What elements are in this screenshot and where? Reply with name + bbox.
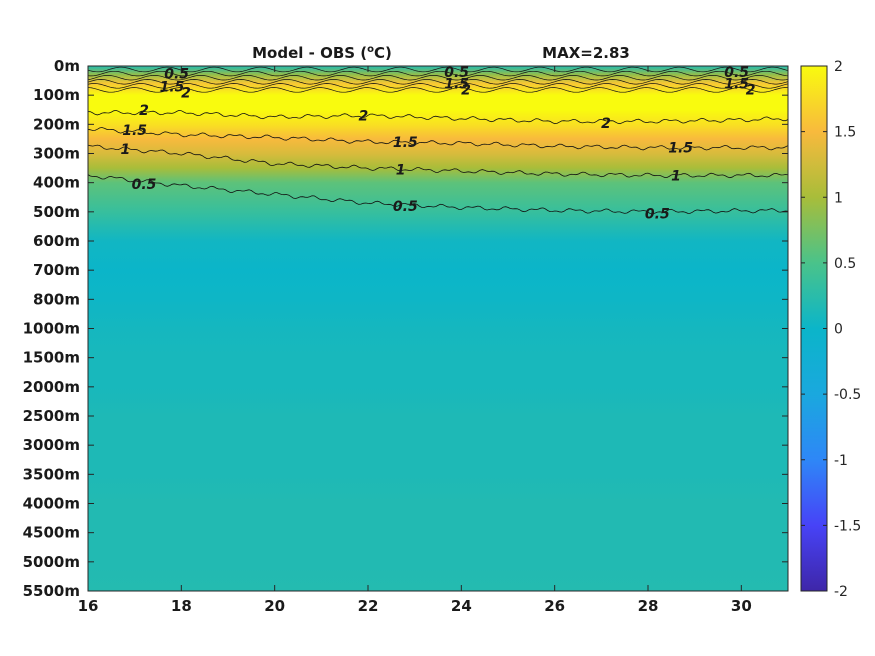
title-main: Model - OBS ( bbox=[252, 44, 367, 62]
contour-line-surface bbox=[88, 66, 788, 73]
contour-label: 1 bbox=[671, 168, 681, 184]
contour-label: 1 bbox=[396, 163, 406, 179]
x-tick-label: 28 bbox=[638, 597, 659, 615]
x-axis: 16 18 20 22 24 26 28 30 bbox=[78, 66, 752, 615]
contour-line-surface bbox=[88, 87, 788, 93]
y-tick-label: 1500m bbox=[23, 349, 80, 367]
y-tick-label: 100m bbox=[33, 86, 80, 104]
contour-line bbox=[88, 144, 788, 179]
contour-label: 1 bbox=[120, 142, 130, 158]
contour-line-surface bbox=[88, 70, 788, 77]
contour-label: 1.5 bbox=[724, 77, 749, 93]
y-axis: 0m 100m 200m 300m 400m 500m 600m 700m 800m 1000m 1… bbox=[23, 57, 788, 600]
y-tick-label: 2000m bbox=[23, 378, 80, 396]
y-tick-label: 5500m bbox=[23, 582, 80, 600]
contour-label: 2 bbox=[601, 116, 611, 132]
colorbar-tick-label: 0 bbox=[834, 322, 843, 338]
contour-label: 0.5 bbox=[724, 65, 749, 81]
x-tick-label: 18 bbox=[171, 597, 192, 615]
y-tick-label: 700m bbox=[33, 261, 80, 279]
y-tick-label: 4500m bbox=[23, 524, 80, 542]
x-tick-label: 30 bbox=[731, 597, 752, 615]
contour-label: 0.5 bbox=[393, 199, 418, 215]
contour-label: 1.5 bbox=[122, 123, 147, 139]
y-tick-label: 2500m bbox=[23, 407, 80, 425]
y-tick-label: 400m bbox=[33, 174, 80, 192]
x-tick-label: 20 bbox=[264, 597, 285, 615]
x-tick-label: 16 bbox=[78, 597, 99, 615]
y-tick-label: 200m bbox=[33, 115, 80, 133]
max-label: MAX=2.83 bbox=[542, 44, 630, 62]
chart-title: Model - OBS (oC) bbox=[252, 44, 392, 62]
y-tick-label: 3500m bbox=[23, 465, 80, 483]
heatmap-field bbox=[88, 66, 788, 591]
contour-label: 0.5 bbox=[645, 206, 670, 222]
contour-line bbox=[88, 109, 788, 125]
colorbar-tick-label: -0.5 bbox=[834, 387, 861, 403]
colorbar-tick-label: 0.5 bbox=[834, 256, 856, 272]
y-tick-label: 1000m bbox=[23, 320, 80, 338]
colorbar: 2 1.5 1 0.5 0 -0.5 -1 -1.5 -2 bbox=[800, 59, 861, 600]
colorbar-tick-label: 2 bbox=[834, 59, 843, 75]
x-tick-label: 22 bbox=[358, 597, 379, 615]
contour-label: 0.5 bbox=[132, 177, 157, 193]
y-tick-label: 5000m bbox=[23, 553, 80, 571]
colorbar-tick-label: -2 bbox=[834, 584, 848, 600]
contour-line-surface bbox=[88, 83, 788, 89]
colorbar-tick-label: -1 bbox=[834, 453, 848, 469]
title-degree: o bbox=[367, 44, 374, 55]
colorbar-tick-label: 1.5 bbox=[834, 125, 856, 141]
colorbar-tick-label: 1 bbox=[834, 190, 843, 206]
colorbar-tick-label: -1.5 bbox=[834, 518, 861, 534]
contour-label: 1.5 bbox=[160, 79, 185, 95]
contour-line-surface bbox=[88, 79, 788, 85]
title-unit: C) bbox=[374, 44, 392, 62]
contour-labels: 0.51.520.51.520.51.5221.5121.510.50.521.… bbox=[120, 65, 755, 222]
y-tick-label: 0m bbox=[54, 57, 80, 75]
x-tick-label: 24 bbox=[451, 597, 472, 615]
plot-area: 0.51.520.51.520.51.5221.5121.510.50.521.… bbox=[87, 65, 789, 592]
x-tick-label: 26 bbox=[544, 597, 565, 615]
y-tick-label: 800m bbox=[33, 290, 80, 308]
contour-label: 2 bbox=[358, 109, 368, 125]
y-tick-label: 500m bbox=[33, 203, 80, 221]
contour-label: 0.5 bbox=[164, 66, 189, 82]
y-tick-label: 3000m bbox=[23, 436, 80, 454]
contour-line bbox=[88, 174, 788, 215]
contour-label: 0.5 bbox=[444, 65, 469, 81]
contour-line bbox=[88, 127, 788, 151]
y-tick-label: 300m bbox=[33, 145, 80, 163]
colorbar-ticks: 2 1.5 1 0.5 0 -0.5 -1 -1.5 -2 bbox=[801, 59, 861, 600]
contour-label: 2 bbox=[181, 85, 191, 101]
contour-line-surface bbox=[88, 74, 788, 81]
contour-label: 2 bbox=[139, 103, 149, 119]
contour-label: 1.5 bbox=[668, 141, 693, 157]
contour-label: 1.5 bbox=[393, 135, 418, 151]
colorbar-gradient bbox=[800, 65, 828, 592]
contour-lines bbox=[88, 66, 788, 215]
y-tick-label: 4000m bbox=[23, 495, 80, 513]
contour-label: 2 bbox=[461, 82, 471, 98]
contour-label: 1.5 bbox=[444, 77, 469, 93]
y-tick-label: 600m bbox=[33, 232, 80, 250]
contour-label: 2 bbox=[746, 82, 756, 98]
